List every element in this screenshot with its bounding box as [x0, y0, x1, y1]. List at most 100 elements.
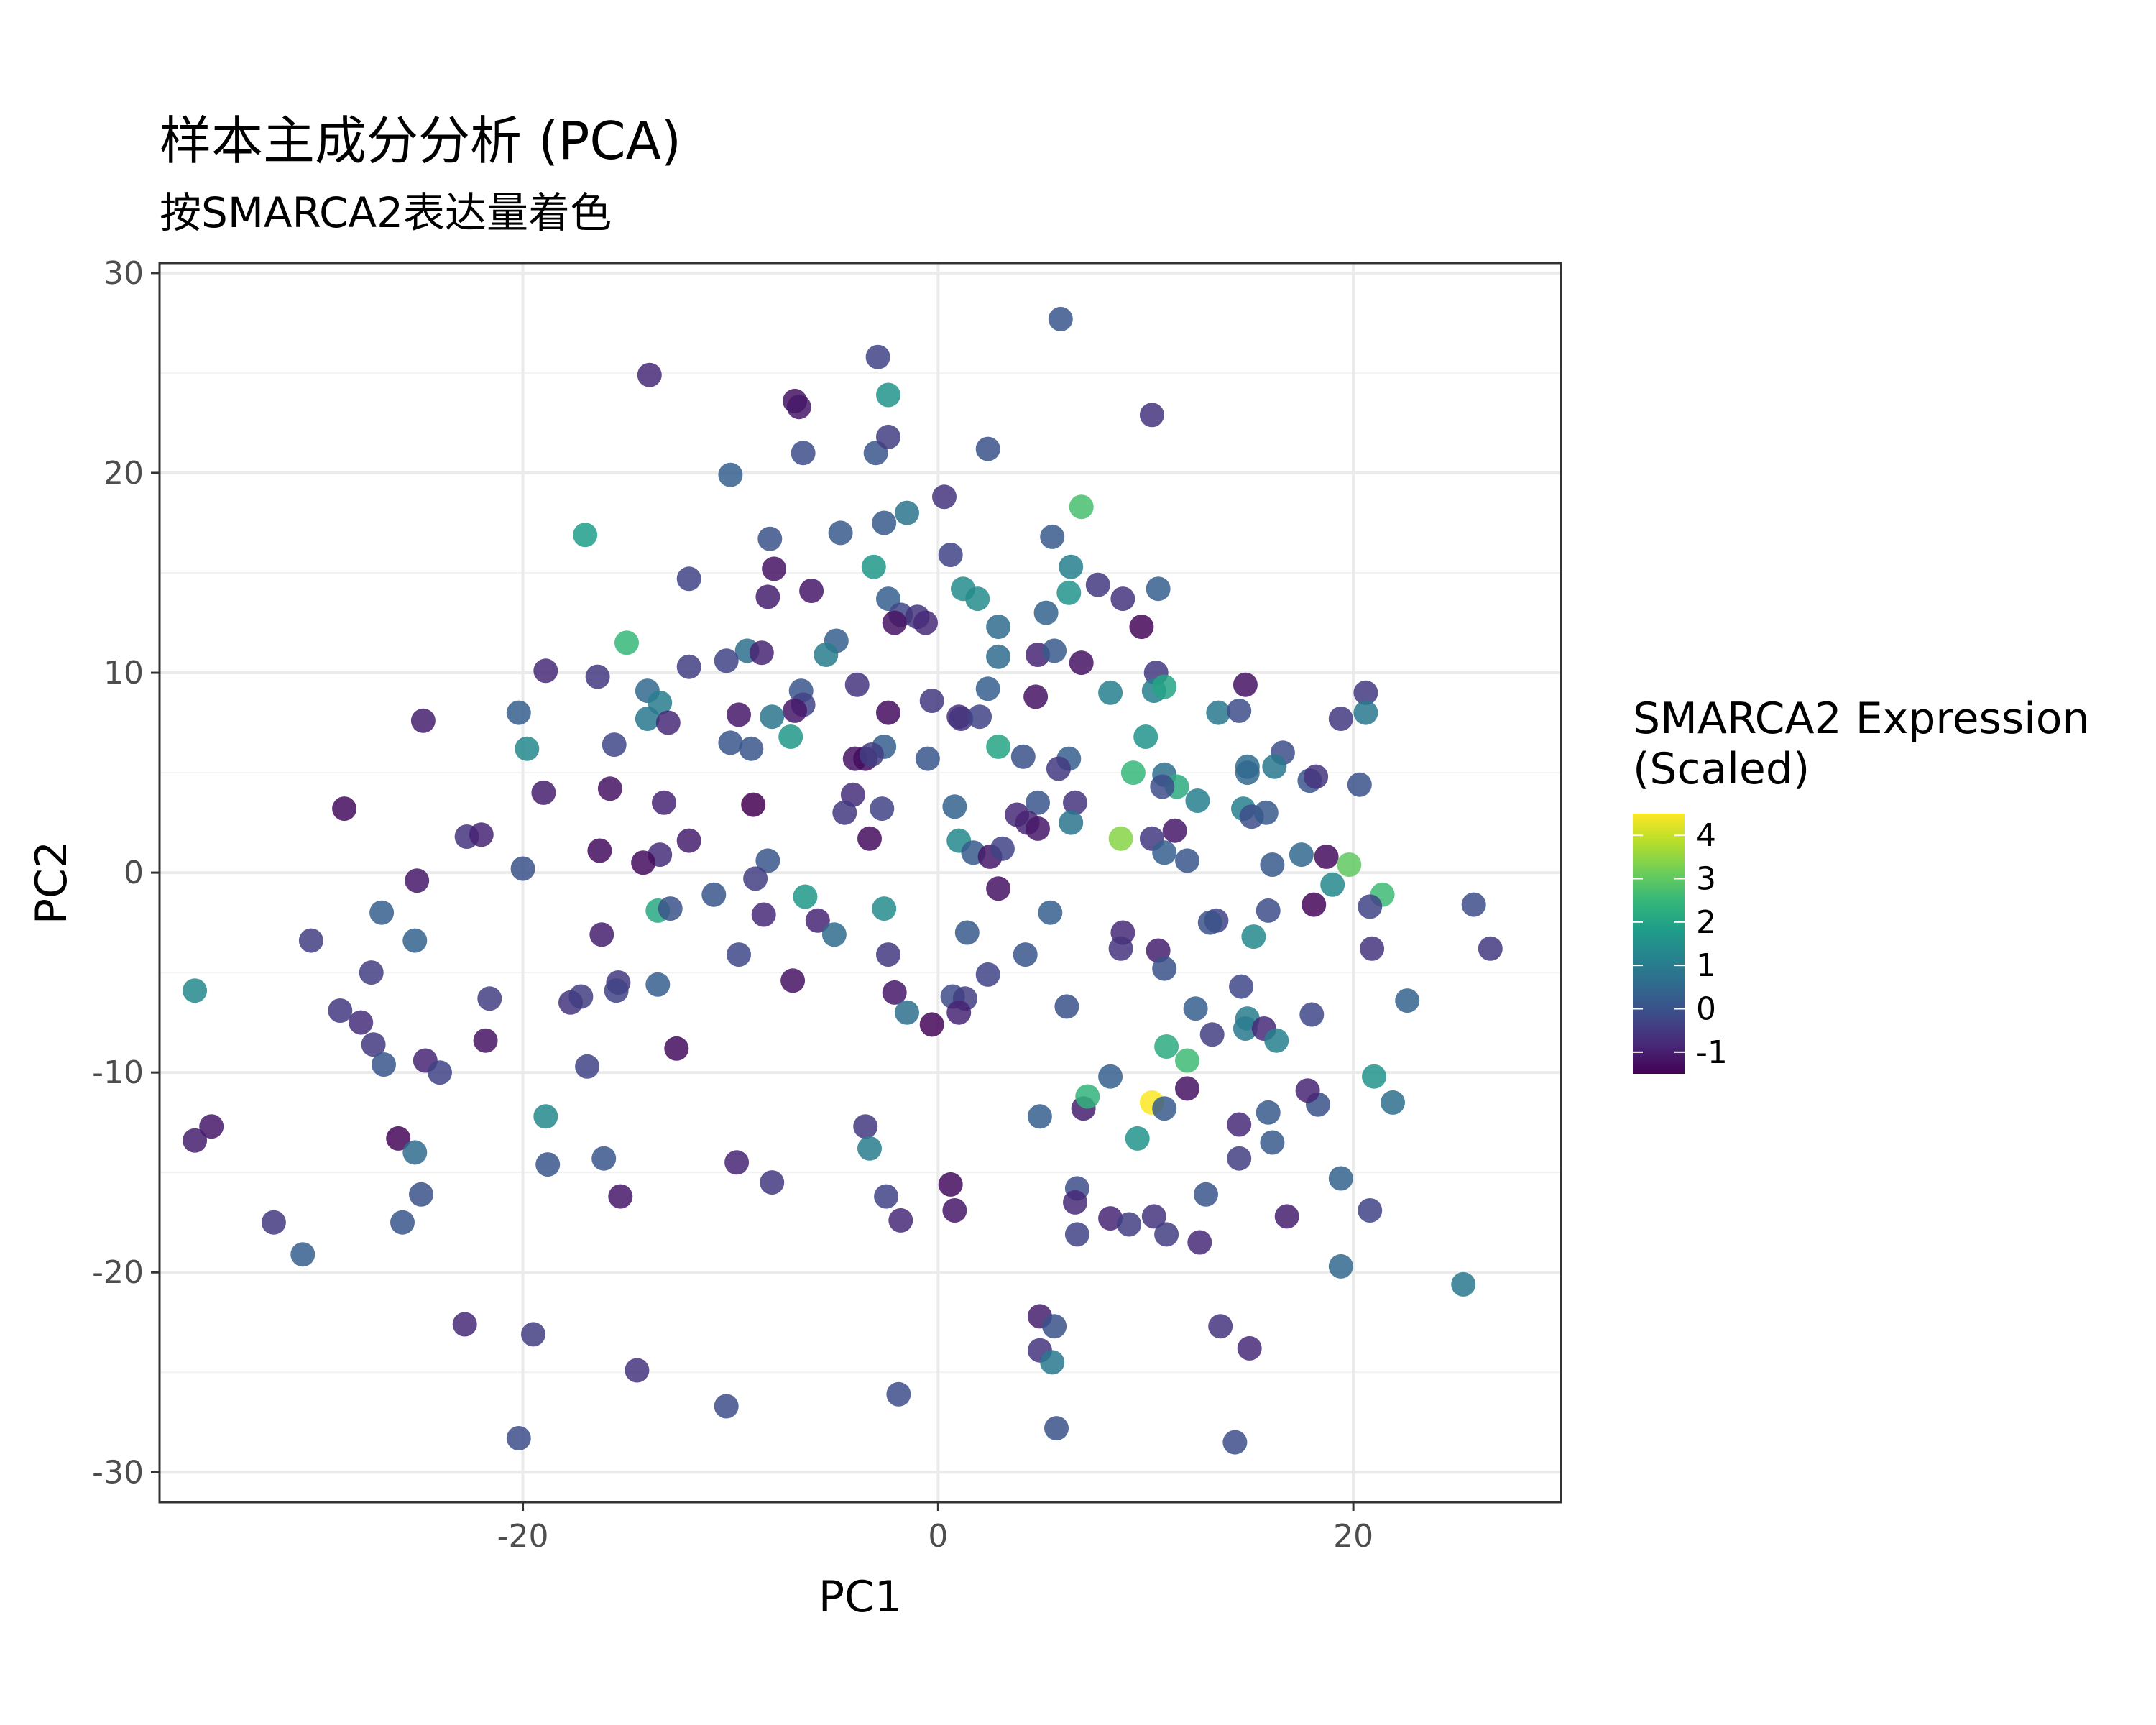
- data-point: [604, 978, 629, 1003]
- data-point: [332, 796, 357, 822]
- data-point: [1347, 772, 1372, 797]
- data-point: [965, 586, 990, 612]
- data-point: [1120, 760, 1146, 786]
- legend-tick-label: 4: [1696, 817, 1716, 854]
- data-point: [349, 1010, 374, 1035]
- data-point: [783, 698, 807, 723]
- data-point: [915, 746, 940, 771]
- data-point: [469, 822, 494, 847]
- data-point: [1069, 650, 1094, 676]
- data-point: [874, 1184, 899, 1209]
- data-point: [938, 1172, 963, 1197]
- data-point: [1302, 892, 1327, 917]
- data-point: [876, 942, 900, 967]
- data-point: [1337, 852, 1362, 877]
- data-point: [1059, 810, 1084, 835]
- data-point: [1042, 1314, 1067, 1339]
- data-point: [506, 1426, 531, 1450]
- data-point: [386, 1126, 411, 1151]
- data-point: [1229, 974, 1254, 999]
- legend-tick-label: 2: [1696, 904, 1716, 941]
- data-point: [861, 554, 886, 579]
- data-point: [410, 708, 436, 733]
- data-point: [533, 658, 558, 684]
- data-point: [1117, 1212, 1142, 1237]
- plot-panel: [160, 263, 1561, 1502]
- data-point: [1185, 788, 1210, 813]
- data-point: [954, 920, 980, 945]
- data-point: [938, 543, 963, 567]
- data-point: [1075, 1084, 1100, 1109]
- data-point: [870, 796, 895, 822]
- data-point: [749, 640, 774, 666]
- legend-title-line-1: SMARCA2 Expression: [1633, 694, 2089, 744]
- data-point: [1010, 744, 1036, 769]
- data-point: [1085, 572, 1110, 597]
- data-point: [888, 1208, 913, 1233]
- data-point: [589, 922, 614, 947]
- data-point: [1026, 790, 1050, 815]
- data-point: [608, 1184, 633, 1209]
- data-point: [1152, 840, 1177, 865]
- data-point: [597, 776, 622, 801]
- data-point: [1227, 698, 1252, 723]
- data-point: [585, 664, 610, 689]
- y-axis-title: PC2: [27, 841, 77, 924]
- data-point: [751, 902, 776, 927]
- data-point: [821, 922, 847, 947]
- data-point: [1098, 680, 1123, 705]
- y-tick-label: 20: [103, 455, 144, 492]
- data-point: [676, 566, 701, 592]
- data-point: [780, 968, 806, 993]
- data-point: [1098, 1064, 1123, 1089]
- data-point: [575, 1054, 600, 1079]
- data-point: [477, 986, 502, 1011]
- x-tick-label: 0: [928, 1518, 948, 1555]
- y-tick-label: 0: [124, 855, 144, 891]
- data-point: [1187, 1230, 1212, 1255]
- y-tick-label: 30: [103, 255, 144, 292]
- data-point: [1063, 1190, 1087, 1215]
- data-point: [876, 382, 900, 408]
- data-point: [1054, 994, 1079, 1019]
- data-point: [587, 838, 612, 863]
- data-point: [967, 704, 992, 730]
- legend-ticks: 4 3 2 1 0 -1: [1633, 817, 1728, 1071]
- data-point: [876, 700, 900, 725]
- data-point: [372, 1052, 396, 1077]
- data-point: [743, 866, 768, 891]
- data-point: [872, 896, 897, 921]
- data-point: [1274, 1204, 1299, 1229]
- data-point: [786, 395, 811, 420]
- data-point: [1026, 816, 1050, 841]
- data-point: [1154, 1222, 1179, 1247]
- data-point: [760, 704, 785, 730]
- data-point: [1328, 1166, 1353, 1191]
- y-axis: 30 20 10 0 -10 -20 -30: [92, 255, 160, 1491]
- data-point: [853, 1114, 878, 1139]
- data-point: [757, 526, 783, 551]
- data-point: [701, 882, 727, 907]
- data-point: [1152, 674, 1177, 699]
- data-point: [895, 500, 919, 525]
- data-point: [614, 630, 639, 656]
- data-point: [1175, 1048, 1199, 1073]
- data-point: [473, 1028, 498, 1053]
- y-tick-label: -10: [92, 1054, 144, 1091]
- chart-title: 样本主成分分析 (PCA): [160, 111, 681, 171]
- data-point: [1197, 910, 1222, 935]
- data-point: [1150, 774, 1175, 799]
- legend-colorbar: [1633, 814, 1685, 1074]
- data-point: [1046, 756, 1071, 781]
- data-point: [1098, 1206, 1123, 1231]
- x-axis: -20 0 20: [497, 1502, 1373, 1555]
- data-point: [1358, 1198, 1383, 1223]
- data-point: [533, 1104, 558, 1129]
- data-point: [1262, 754, 1287, 779]
- data-point: [832, 800, 857, 825]
- data-point: [727, 942, 751, 967]
- data-point: [1108, 936, 1133, 961]
- data-point: [1233, 672, 1258, 697]
- data-point: [844, 672, 870, 697]
